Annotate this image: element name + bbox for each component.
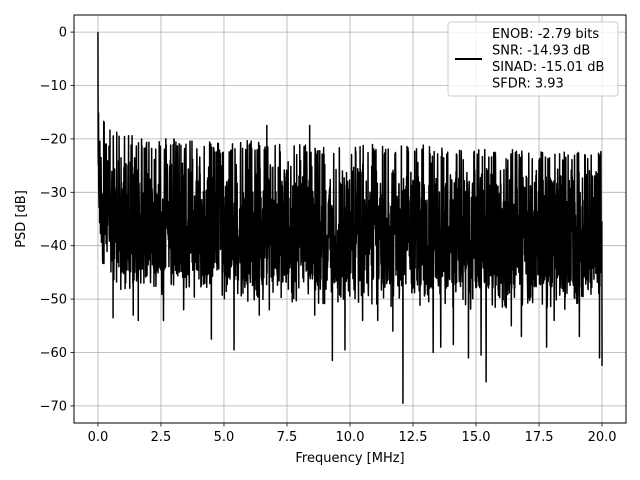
x-tick-label: 2.5 <box>151 430 172 445</box>
x-axis-ticks: 0.0 2.5 5.0 7.5 10.0 12.5 15.0 17.5 20.0 <box>88 423 617 445</box>
y-tick-label: −10 <box>40 79 67 94</box>
legend-entry-line: SFDR: 3.93 <box>492 77 564 92</box>
x-tick-label: 17.5 <box>525 430 554 445</box>
x-tick-label: 0.0 <box>88 430 109 445</box>
y-tick-label: −70 <box>40 399 67 414</box>
y-tick-label: −20 <box>40 132 67 147</box>
y-tick-label: −60 <box>40 346 67 361</box>
y-axis-label: PSD [dB] <box>14 190 29 248</box>
legend-entry-line: ENOB: -2.79 bits <box>492 27 599 42</box>
legend-entry-line: SNR: -14.93 dB <box>492 44 590 59</box>
y-tick-label: −40 <box>40 239 67 254</box>
x-tick-label: 12.5 <box>399 430 428 445</box>
x-axis-label: Frequency [MHz] <box>295 451 404 466</box>
y-tick-label: 0 <box>59 26 67 41</box>
x-tick-label: 10.0 <box>336 430 365 445</box>
x-tick-label: 5.0 <box>214 430 235 445</box>
x-tick-label: 15.0 <box>462 430 491 445</box>
y-tick-label: −30 <box>40 186 67 201</box>
x-tick-label: 7.5 <box>277 430 298 445</box>
psd-series-line <box>97 32 603 404</box>
series-group <box>97 32 603 404</box>
legend-entry-line: SINAD: -15.01 dB <box>492 60 604 75</box>
legend-box <box>447 21 619 97</box>
x-tick-label: 20.0 <box>588 430 617 445</box>
y-axis-ticks: 0 −10 −20 −30 −40 −50 −60 −70 <box>40 26 74 414</box>
y-tick-label: −50 <box>40 293 67 308</box>
